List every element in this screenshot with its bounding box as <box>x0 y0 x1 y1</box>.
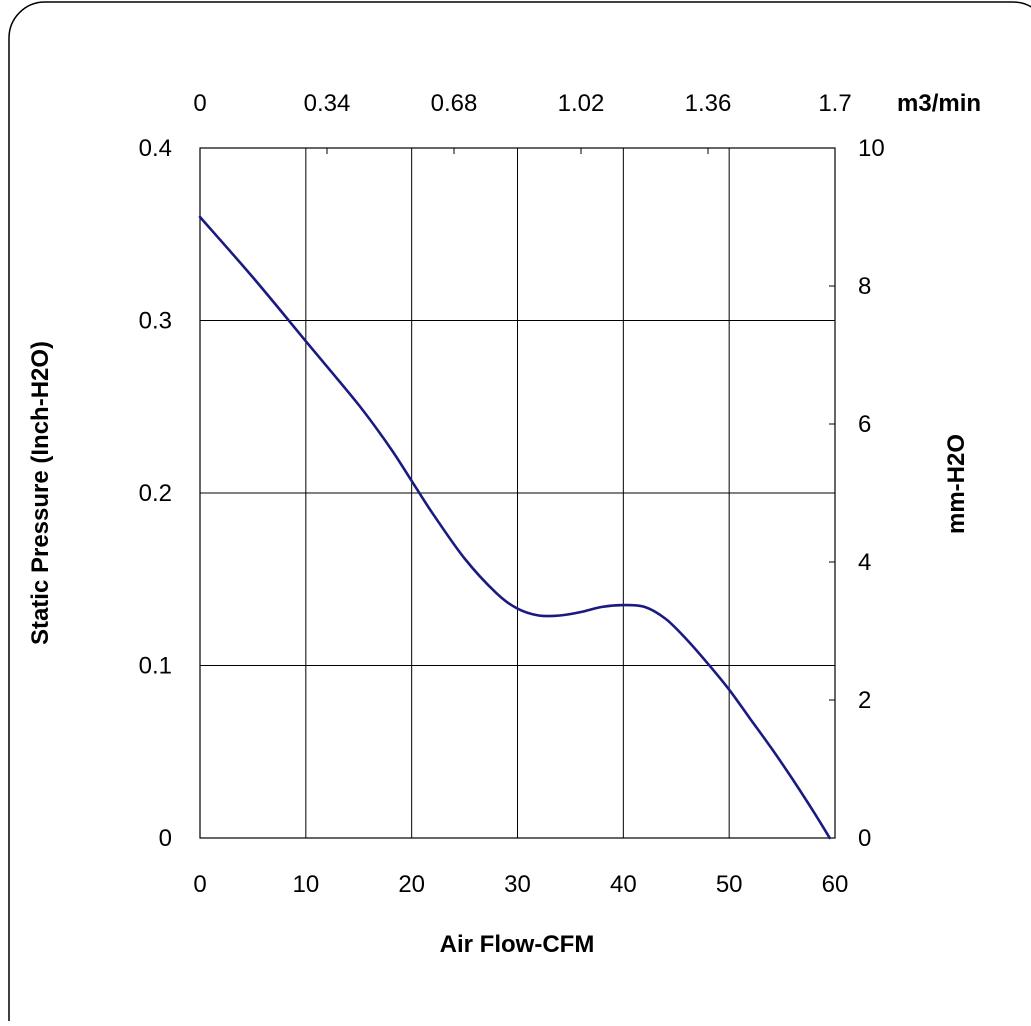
y2-tick-label: 6 <box>858 411 871 438</box>
y-tick-label: 0.3 <box>139 308 172 335</box>
x-tick-label: 10 <box>292 871 319 898</box>
x2-tick-label: 1.02 <box>558 90 605 117</box>
chart-frame <box>8 1 1031 1026</box>
x-tick-label: 40 <box>610 871 637 898</box>
plot-area-border <box>199 147 836 839</box>
pressure-curve <box>198 215 831 840</box>
x-tick-label: 60 <box>822 871 849 898</box>
x-tick-label: 50 <box>716 871 743 898</box>
y-tick-label: 0.4 <box>139 135 172 162</box>
grid <box>200 148 835 838</box>
y-tick-label: 0.2 <box>139 480 172 507</box>
x2-tick-label: 1.36 <box>685 90 732 117</box>
y-tick-label: 0.1 <box>139 653 172 680</box>
x2-tick-label: 1.7 <box>818 90 851 117</box>
x-tick-label: 30 <box>504 871 531 898</box>
x2-axis-unit: m3/min <box>897 90 981 117</box>
x2-tick-label: 0.34 <box>304 90 351 117</box>
tick-labels: 0 10 20 30 40 50 60 0 0.1 0.2 0.3 0.4 0 2 4 6 8 10 0 0.34 0.… <box>139 90 885 898</box>
y2-tick-label: 2 <box>858 687 871 714</box>
x2-tick-label: 0.68 <box>431 90 478 117</box>
x-axis-title: Air Flow-CFM <box>440 931 595 958</box>
x2-tick-label: 0 <box>193 90 206 117</box>
y-axis-title: Static Pressure (Inch-H2O) <box>27 341 54 645</box>
x-tick-label: 0 <box>193 871 206 898</box>
y-tick-label: 0 <box>159 825 172 852</box>
y2-tick-label: 4 <box>858 549 871 576</box>
y2-tick-label: 8 <box>858 273 871 300</box>
series-layer <box>198 215 831 840</box>
x-tick-label: 20 <box>398 871 425 898</box>
y2-axis-title: mm-H2O <box>943 434 970 534</box>
y2-tick-label: 10 <box>858 135 885 162</box>
y2-tick-label: 0 <box>858 825 871 852</box>
